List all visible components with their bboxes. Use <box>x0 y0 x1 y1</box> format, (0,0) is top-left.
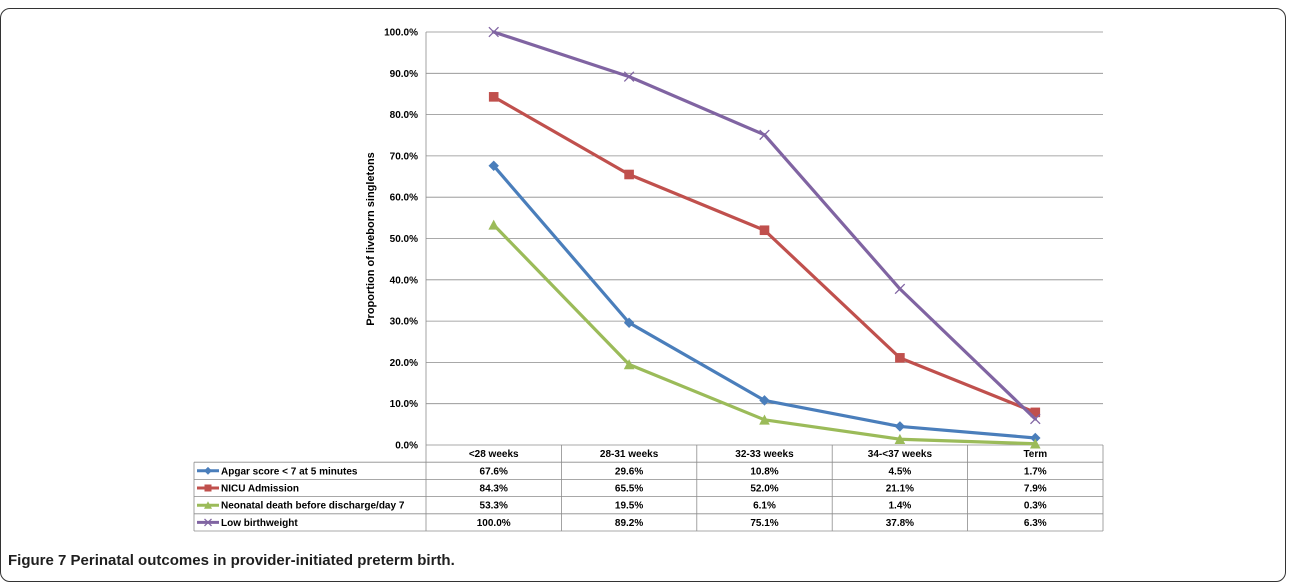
y-tick-label: 80.0% <box>390 110 418 121</box>
data-cell: 100.0% <box>477 518 511 529</box>
data-cell: 21.1% <box>886 484 914 495</box>
x-category-label: 34-<37 weeks <box>868 449 933 460</box>
legend-key-marker <box>204 518 212 527</box>
x-category-label: Term <box>1023 449 1047 460</box>
marker-stroke <box>759 129 770 141</box>
data-cell: 0.3% <box>1024 501 1047 512</box>
y-tick-label: 20.0% <box>390 358 418 369</box>
data-point <box>488 26 499 38</box>
data-point <box>1030 438 1041 449</box>
series-triangle <box>488 219 1041 449</box>
data-cell: 65.5% <box>615 484 643 495</box>
data-point <box>623 317 635 328</box>
legend-key-marker <box>204 466 212 475</box>
marker-stroke <box>623 71 635 82</box>
data-cell: 67.6% <box>480 466 508 477</box>
y-axis-label: Proportion of liveborn singletons <box>365 152 377 326</box>
data-cell: 6.3% <box>1024 518 1047 529</box>
x-category-label: 32-33 weeks <box>735 449 794 460</box>
data-cell: 4.5% <box>889 466 912 477</box>
caption-label: Figure 7 <box>8 552 67 569</box>
data-point <box>1030 407 1041 418</box>
data-point <box>895 353 905 363</box>
data-point <box>894 283 906 295</box>
legend-key-marker <box>204 484 212 492</box>
data-point <box>623 71 635 82</box>
y-tick-label: 50.0% <box>390 234 418 245</box>
data-point <box>623 359 635 370</box>
data-cell: 19.5% <box>615 501 643 512</box>
series-square <box>488 92 1041 418</box>
data-cell: 29.6% <box>615 466 643 477</box>
figure-caption: Figure 7 Perinatal outcomes in provider-… <box>8 552 455 569</box>
legend-key-marker <box>204 501 212 509</box>
y-tick-label: 60.0% <box>390 193 418 204</box>
data-cell: 6.1% <box>753 501 776 512</box>
data-cell: 53.3% <box>480 501 508 512</box>
legend-label: Apgar score < 7 at 5 minutes <box>221 466 358 477</box>
data-table: <28 weeks 28-31 weeks 32-33 weeks 34-<37 we… <box>193 445 1104 532</box>
series-diamond <box>488 160 1041 444</box>
series-line <box>492 95 1037 414</box>
data-cell: 89.2% <box>615 518 643 529</box>
data-cell: 37.8% <box>886 518 914 529</box>
series-x <box>488 26 1041 425</box>
marker-stroke <box>1030 413 1041 425</box>
grid-layer <box>426 31 1103 446</box>
y-tick-label: 0.0% <box>395 441 418 452</box>
x-category-label: 28-31 weeks <box>600 449 659 460</box>
marker-stroke <box>894 283 906 295</box>
data-point <box>894 421 906 432</box>
data-point <box>759 414 770 425</box>
data-point <box>488 92 499 102</box>
legend-label: NICU Admission <box>221 484 299 495</box>
y-tick-label: 40.0% <box>390 275 418 286</box>
data-point <box>488 219 499 230</box>
y-tick-label: 70.0% <box>390 151 418 162</box>
legend-label: Low birthweight <box>221 518 298 529</box>
caption-text: Perinatal outcomes in provider-initiated… <box>70 552 455 569</box>
y-tick-label: 10.0% <box>390 399 418 410</box>
data-point <box>624 169 634 180</box>
data-point <box>894 433 906 445</box>
y-tick-label: 30.0% <box>390 317 418 328</box>
data-point <box>759 225 770 236</box>
data-cell: 1.7% <box>1024 466 1047 477</box>
data-cell: 7.9% <box>1024 484 1047 495</box>
data-point <box>488 160 499 172</box>
x-category-label: <28 weeks <box>469 449 519 460</box>
y-tick-label: 100.0% <box>384 28 418 39</box>
data-cell: 10.8% <box>750 466 778 477</box>
legend-label: Neonatal death before discharge/day 7 <box>221 501 405 512</box>
data-cell: 84.3% <box>480 484 508 495</box>
data-cell: 52.0% <box>750 484 778 495</box>
axis-layer: 0.0% 10.0% 20.0% 30.0% 40.0% 50.0% 60.0% 70.0% 8… <box>384 28 427 452</box>
figure-frame <box>0 8 1286 582</box>
y-tick-label: 90.0% <box>390 69 418 80</box>
data-point <box>759 395 770 406</box>
marker-stroke <box>488 26 499 38</box>
data-point <box>759 129 770 141</box>
data-cell: 1.4% <box>889 501 912 512</box>
data-cell: 75.1% <box>750 518 778 529</box>
data-point <box>1030 413 1041 425</box>
series-layer <box>488 26 1041 449</box>
marker-stroke <box>204 518 212 527</box>
